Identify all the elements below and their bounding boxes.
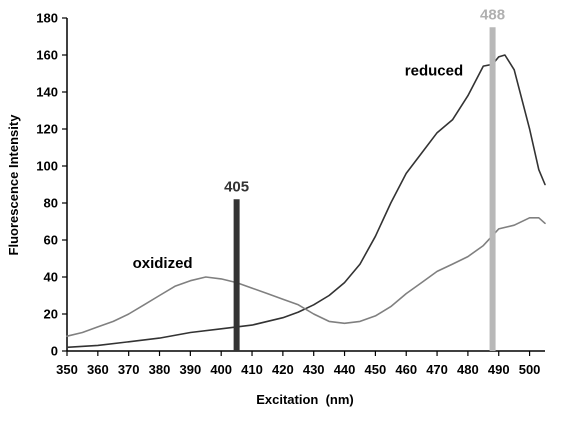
x-tick-label: 410: [241, 362, 263, 377]
x-tick-label: 500: [519, 362, 541, 377]
annotation-oxidized: oxidized: [133, 255, 193, 272]
y-tick-label: 0: [51, 344, 58, 359]
y-tick-label: 80: [44, 196, 58, 211]
x-tick-label: 470: [426, 362, 448, 377]
x-tick-label: 440: [334, 362, 356, 377]
y-tick-label: 180: [36, 11, 58, 26]
y-tick-label: 20: [44, 307, 58, 322]
x-tick-label: 460: [395, 362, 417, 377]
x-tick-label: 400: [210, 362, 232, 377]
y-tick-label: 120: [36, 122, 58, 137]
y-axis-title: Fluorescence Intensity: [6, 114, 21, 256]
y-tick-label: 60: [44, 233, 58, 248]
x-tick-label: 350: [56, 362, 78, 377]
marker-label-405: 405: [224, 178, 249, 195]
x-tick-label: 390: [180, 362, 202, 377]
x-tick-label: 360: [87, 362, 109, 377]
marker-label-488: 488: [480, 6, 505, 23]
x-tick-label: 430: [303, 362, 325, 377]
x-tick-label: 450: [365, 362, 387, 377]
x-tick-label: 490: [488, 362, 510, 377]
markers-group: 405 488: [224, 6, 505, 351]
x-tick-label: 380: [149, 362, 171, 377]
y-tick-label: 100: [36, 159, 58, 174]
annotations-group: oxidized reduced: [133, 62, 464, 271]
series-line-reduced: [67, 55, 545, 347]
y-tick-label: 140: [36, 85, 58, 100]
x-tick-label: 480: [457, 362, 479, 377]
y-tick-label: 160: [36, 48, 58, 63]
series-line-oxidized: [67, 218, 545, 336]
annotation-reduced: reduced: [405, 62, 463, 79]
y-tick-label: 40: [44, 270, 58, 285]
x-tick-label: 420: [272, 362, 294, 377]
series-group: [66, 54, 545, 348]
x-axis-title: Excitation (nm): [256, 392, 354, 407]
x-tick-label: 370: [118, 362, 140, 377]
